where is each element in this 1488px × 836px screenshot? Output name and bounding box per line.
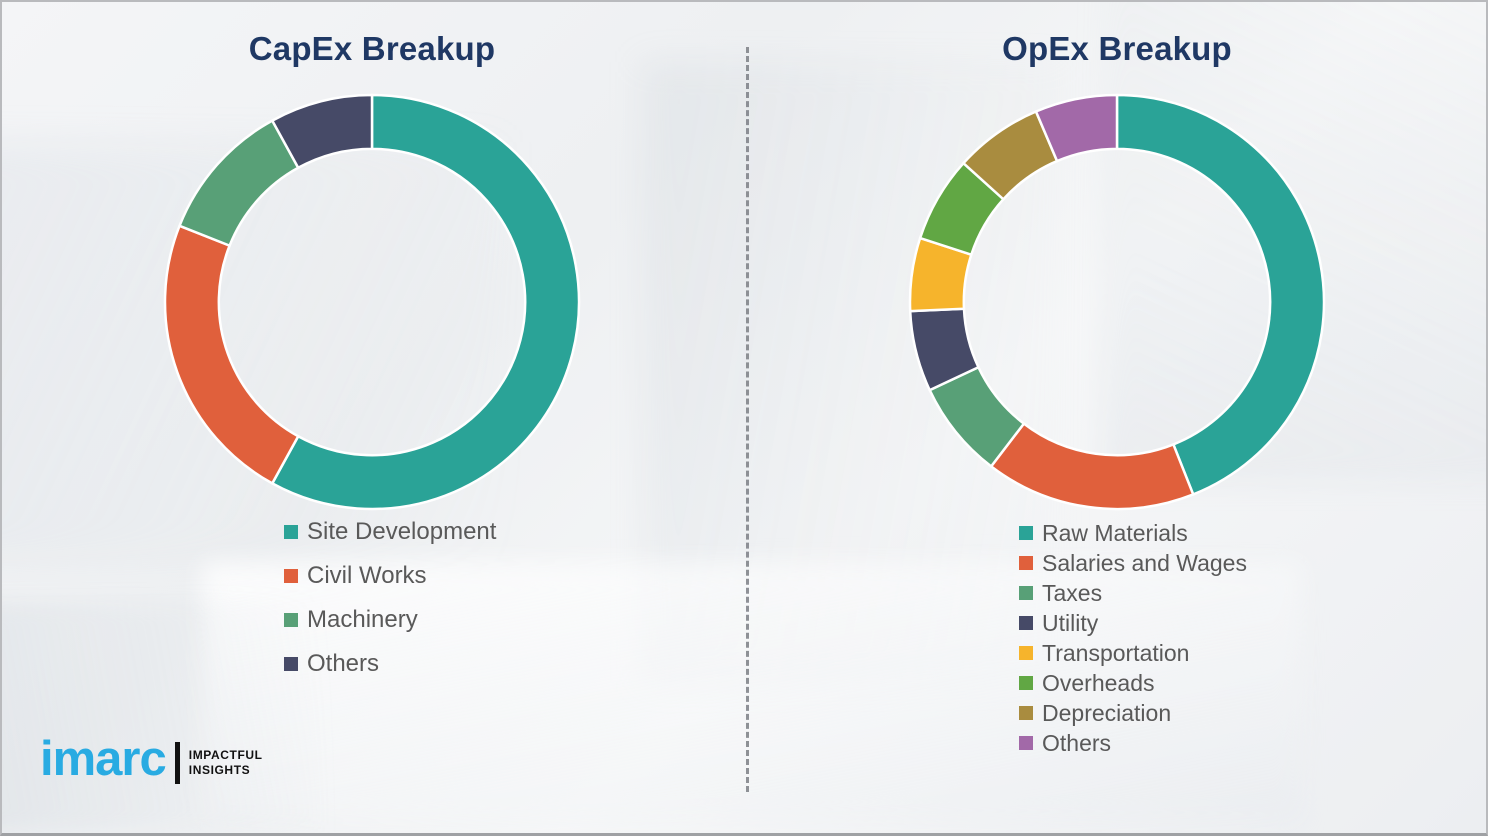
- donut-segment-site-development: [271, 93, 581, 511]
- legend-item-overheads: Overheads: [1019, 668, 1247, 698]
- legend-label-salaries-and-wages: Salaries and Wages: [1042, 549, 1247, 576]
- legend-swatch-site-development: [284, 525, 298, 539]
- tagline-line-1: IMPACTFUL: [188, 747, 263, 762]
- legend-label-transportation: Transportation: [1042, 639, 1190, 666]
- imarc-logo: imarc IMPACTFUL INSIGHTS: [40, 735, 263, 784]
- capex-donut-chart: [163, 93, 581, 511]
- legend-label-raw-materials: Raw Materials: [1042, 519, 1188, 546]
- legend-label-site-development: Site Development: [307, 518, 497, 545]
- legend-swatch-salaries-and-wages: [1019, 556, 1033, 570]
- imarc-logo-text: imarc: [40, 732, 167, 786]
- legend-label-overheads: Overheads: [1042, 669, 1155, 696]
- legend-item-transportation: Transportation: [1019, 638, 1247, 668]
- imarc-logo-tagline: IMPACTFUL INSIGHTS: [189, 748, 263, 778]
- background-texture: [2, 602, 322, 832]
- legend-swatch-machinery: [284, 613, 298, 627]
- donut-segment-others: [271, 93, 374, 170]
- legend-item-civil-works: Civil Works: [284, 554, 496, 598]
- donut-segment-civil-works: [163, 224, 300, 485]
- legend-label-depreciation: Depreciation: [1042, 699, 1172, 726]
- legend-label-civil-works: Civil Works: [307, 562, 427, 589]
- legend-item-raw-materials: Raw Materials: [1019, 518, 1247, 548]
- legend-item-taxes: Taxes: [1019, 578, 1247, 608]
- legend-item-opex-others: Others: [1019, 728, 1247, 758]
- tagline-line-2: INSIGHTS: [188, 762, 251, 777]
- dashed-divider-line: [746, 47, 749, 792]
- capex-legend: Site Development Civil Works Machinery O…: [284, 510, 496, 686]
- legend-swatch-utility: [1019, 616, 1033, 630]
- donut-segment-machinery: [178, 119, 300, 247]
- legend-item-machinery: Machinery: [284, 598, 496, 642]
- legend-label-capex-others: Others: [307, 650, 380, 677]
- opex-donut-chart: [908, 93, 1326, 511]
- legend-swatch-raw-materials: [1019, 526, 1033, 540]
- donut-segment-salaries-and-wages: [989, 422, 1195, 511]
- legend-swatch-transportation: [1019, 646, 1033, 660]
- legend-swatch-taxes: [1019, 586, 1033, 600]
- imarc-logo-divider-bar: [174, 741, 180, 784]
- legend-item-utility: Utility: [1019, 608, 1247, 638]
- legend-label-taxes: Taxes: [1042, 579, 1103, 606]
- opex-legend: Raw Materials Salaries and Wages Taxes U…: [1019, 518, 1247, 758]
- opex-chart-title: OpEx Breakup: [1002, 30, 1232, 67]
- legend-swatch-overheads: [1019, 676, 1033, 690]
- legend-item-capex-others: Others: [284, 642, 496, 686]
- legend-label-opex-others: Others: [1042, 729, 1112, 756]
- legend-swatch-capex-others: [284, 657, 298, 671]
- donut-segment-raw-materials: [1115, 93, 1326, 496]
- legend-item-depreciation: Depreciation: [1019, 698, 1247, 728]
- legend-label-utility: Utility: [1042, 609, 1099, 636]
- donut-segment-others: [1034, 93, 1119, 163]
- legend-label-machinery: Machinery: [307, 606, 418, 633]
- capex-chart-title: CapEx Breakup: [248, 30, 496, 67]
- legend-item-site-development: Site Development: [284, 510, 496, 554]
- legend-swatch-civil-works: [284, 569, 298, 583]
- legend-swatch-depreciation: [1019, 706, 1033, 720]
- legend-swatch-opex-others: [1019, 736, 1033, 750]
- legend-item-salaries-and-wages: Salaries and Wages: [1019, 548, 1247, 578]
